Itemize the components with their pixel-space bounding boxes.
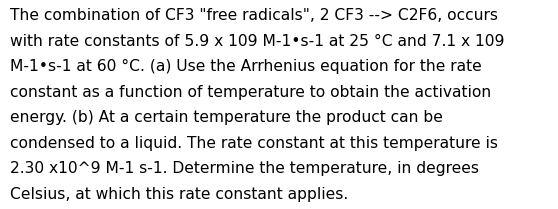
Text: M-1•s-1 at 60 °C. (a) Use the Arrhenius equation for the rate: M-1•s-1 at 60 °C. (a) Use the Arrhenius …	[10, 59, 482, 74]
Text: energy. (b) At a certain temperature the product can be: energy. (b) At a certain temperature the…	[10, 110, 443, 125]
Text: Celsius, at which this rate constant applies.: Celsius, at which this rate constant app…	[10, 187, 348, 202]
Text: 2.30 x10^9 M-1 s-1. Determine the temperature, in degrees: 2.30 x10^9 M-1 s-1. Determine the temper…	[10, 161, 479, 176]
Text: The combination of CF3 "free radicals", 2 CF3 --> C2F6, occurs: The combination of CF3 "free radicals", …	[10, 8, 498, 23]
Text: condensed to a liquid. The rate constant at this temperature is: condensed to a liquid. The rate constant…	[10, 136, 498, 151]
Text: with rate constants of 5.9 x 109 M-1•s-1 at 25 °C and 7.1 x 109: with rate constants of 5.9 x 109 M-1•s-1…	[10, 34, 504, 49]
Text: constant as a function of temperature to obtain the activation: constant as a function of temperature to…	[10, 85, 491, 100]
